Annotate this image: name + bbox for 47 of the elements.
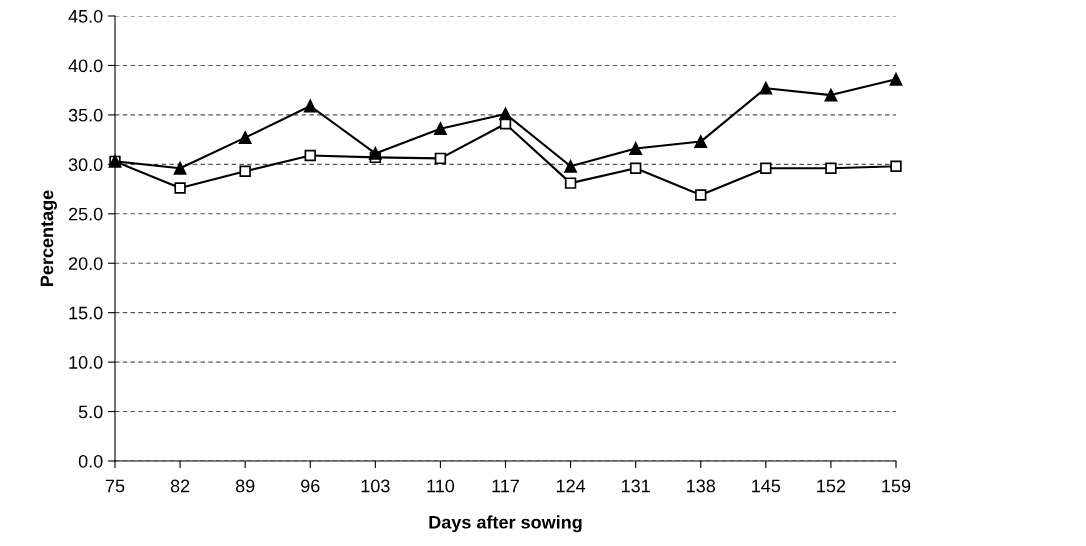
x-tick-label: 75 bbox=[105, 479, 125, 493]
point bbox=[629, 162, 642, 174]
x-tick-label: 131 bbox=[621, 479, 650, 493]
point bbox=[368, 147, 382, 160]
y-tick-label: 40.0 bbox=[68, 59, 103, 73]
point bbox=[303, 99, 317, 113]
x-tick-label: 89 bbox=[235, 479, 255, 493]
x-axis-title: Days after sowing bbox=[429, 515, 582, 533]
x-tick-label: 110 bbox=[427, 479, 455, 493]
y-tick-label: 30.0 bbox=[68, 158, 103, 172]
point bbox=[499, 107, 512, 121]
y-tick-label: 10.0 bbox=[69, 356, 103, 369]
point bbox=[173, 161, 187, 175]
y-tick-label: 15.0 bbox=[69, 306, 103, 320]
point bbox=[239, 165, 251, 177]
point bbox=[759, 81, 773, 95]
y-tick-label: 0.0 bbox=[78, 454, 103, 468]
point bbox=[889, 72, 903, 86]
point bbox=[694, 135, 708, 148]
point bbox=[824, 88, 838, 102]
point bbox=[238, 131, 252, 145]
x-tick-label: 103 bbox=[361, 479, 390, 493]
point bbox=[434, 152, 447, 165]
point bbox=[760, 162, 772, 174]
y-tick-label: 45.0 bbox=[68, 9, 103, 23]
x-tick-label: 138 bbox=[687, 479, 716, 493]
x-tick-label: 96 bbox=[301, 479, 320, 493]
x-tick-label: 145 bbox=[752, 479, 781, 493]
y-tick-label: 35.0 bbox=[68, 108, 103, 122]
point bbox=[434, 122, 447, 136]
point bbox=[564, 177, 577, 189]
y-axis-title: Percentage bbox=[40, 190, 57, 286]
x-tick-label: 117 bbox=[492, 479, 519, 493]
y-tick-label: 25.0 bbox=[68, 207, 103, 221]
y-tick-label: 20.0 bbox=[68, 257, 103, 270]
x-tick-label: 159 bbox=[882, 479, 911, 493]
y-tick-label: 5.0 bbox=[78, 405, 103, 419]
point bbox=[890, 160, 902, 173]
x-tick-label: 152 bbox=[817, 479, 846, 493]
point bbox=[304, 149, 316, 162]
point bbox=[174, 182, 186, 194]
x-tick-label: 82 bbox=[170, 479, 190, 493]
point bbox=[825, 162, 837, 174]
point bbox=[629, 142, 643, 155]
point bbox=[564, 159, 577, 173]
x-tick-label: 124 bbox=[556, 479, 586, 493]
point bbox=[695, 189, 707, 201]
